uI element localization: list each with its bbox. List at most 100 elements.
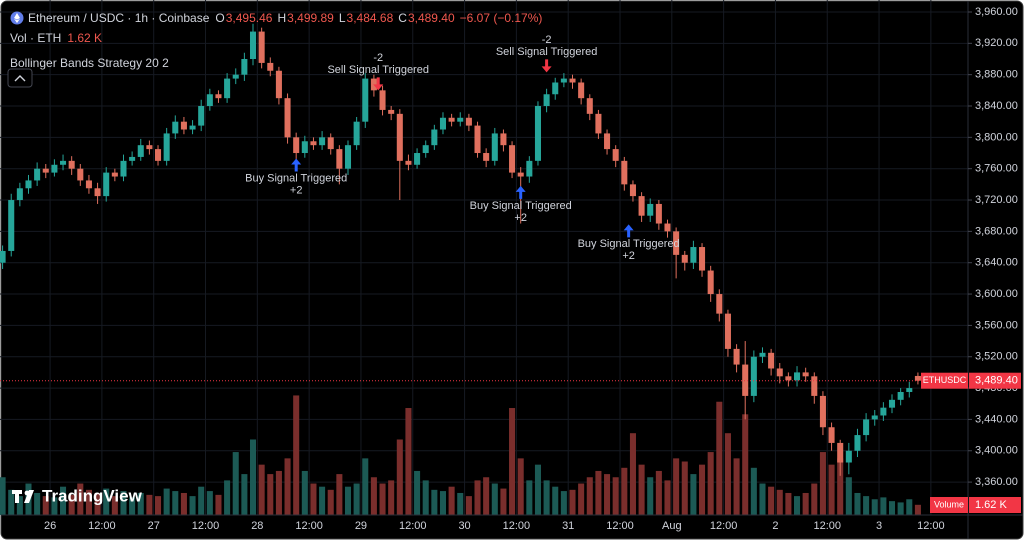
candle-body (310, 141, 317, 146)
y-tick-label: 3,840.00 (975, 100, 1018, 112)
candle-body (802, 372, 809, 377)
symbol-icon (10, 11, 24, 25)
sell-arrow (541, 59, 552, 73)
volume-bar (621, 467, 628, 515)
volume-bar (275, 470, 282, 515)
candle-body (103, 172, 110, 197)
candle-body (733, 348, 740, 365)
ohlc-key: O (215, 11, 225, 25)
candle-body (249, 31, 257, 59)
volume-bar (301, 470, 308, 515)
volume-bar (465, 496, 472, 515)
volume-bar (474, 480, 481, 515)
candle-body (914, 375, 921, 381)
legend: Ethereum / USDC · 1h · Coinbase O 3,495.4… (10, 8, 542, 73)
price-change: −6.07 (−0.17%) (459, 11, 543, 25)
y-tick-label: 3,760.00 (975, 163, 1018, 175)
volume-bar (448, 486, 455, 515)
volume-bar (379, 483, 386, 515)
volume-bar (422, 480, 429, 515)
volume-bar (733, 458, 740, 515)
signal-qty: +2 (514, 212, 527, 224)
candle-body (819, 395, 826, 428)
volume-bar (664, 480, 671, 515)
collapse-button[interactable] (7, 68, 33, 88)
candle-body (465, 117, 472, 126)
volume-value-label: 1.62 K (975, 499, 1007, 511)
buy-arrow (623, 224, 634, 238)
volume-bar (517, 458, 524, 515)
volume-bar (206, 491, 213, 515)
volume-bar (249, 439, 257, 515)
candle-body (863, 419, 870, 436)
candle-body (811, 376, 818, 396)
candle-body (724, 313, 731, 349)
volume-bar (267, 474, 274, 515)
sell-arrow (373, 77, 384, 91)
volume-bar (811, 483, 818, 515)
ohlc-value: 3,495.46 (225, 11, 273, 25)
candle-body (275, 70, 282, 99)
volume-bar (362, 458, 369, 515)
candle-body (180, 121, 187, 130)
ohlc-values: O 3,495.46 H 3,499.89 L 3,484.68 C 3,489.40 (215, 8, 459, 28)
indicator-legend: Bollinger Bands Strategy 20 2 (10, 53, 542, 73)
candle-body (560, 78, 567, 83)
signal-label: Buy Signal Triggered (245, 172, 347, 184)
volume-value-tag (969, 497, 1021, 513)
x-tick-label: 30 (458, 520, 470, 532)
candle-body (85, 180, 92, 189)
y-tick-label: 3,640.00 (975, 257, 1018, 269)
volume-bar (509, 408, 516, 515)
volume-bar (120, 491, 127, 515)
volume-bar (129, 497, 136, 515)
candle-body (155, 149, 162, 161)
candle-body (129, 156, 136, 161)
volume-bar (716, 401, 723, 515)
volume-bar (396, 439, 403, 515)
volume-bar (293, 395, 300, 515)
candle-body (837, 442, 844, 463)
candle-body (595, 113, 602, 134)
volume-bar (785, 492, 792, 515)
candle-body (509, 145, 516, 173)
volume-bar (388, 480, 395, 515)
volume-bar (638, 464, 645, 515)
candle-body (690, 247, 697, 263)
x-tick-label: 3 (876, 520, 882, 532)
candle-body (776, 368, 783, 377)
y-tick-label: 3,600.00 (975, 288, 1018, 300)
candle-body (405, 160, 412, 165)
candle-body (794, 372, 801, 381)
candle-body (526, 160, 533, 177)
candle-body (94, 188, 101, 197)
volume-bar (68, 494, 75, 515)
x-tick-label: 12:00 (813, 520, 841, 532)
candle-body (68, 160, 75, 169)
candle-body (629, 184, 636, 197)
volume-bar (172, 491, 179, 515)
volume-legend-label: Vol · ETH (10, 31, 62, 45)
volume-bar (724, 433, 731, 515)
volume-bar (215, 494, 222, 515)
candle-body (604, 133, 611, 150)
candle-body (422, 145, 429, 154)
volume-bar (8, 489, 15, 515)
candle-body (543, 94, 550, 107)
x-tick-label: Aug (662, 520, 682, 532)
candle-body (353, 121, 360, 146)
candle-body (880, 407, 887, 416)
volume-bar (888, 501, 896, 515)
collapse-button-box[interactable] (7, 68, 33, 88)
volume-bar (750, 467, 757, 515)
candle-body (137, 145, 144, 157)
candle-body (439, 117, 447, 130)
volume-bar (491, 483, 498, 515)
volume-bar (863, 496, 870, 515)
signal-label: Sell Signal Triggered (496, 46, 598, 58)
candle-body (172, 121, 179, 134)
x-tick-label: 12:00 (503, 520, 531, 532)
candle-body (759, 352, 766, 357)
candle-body (293, 137, 300, 154)
